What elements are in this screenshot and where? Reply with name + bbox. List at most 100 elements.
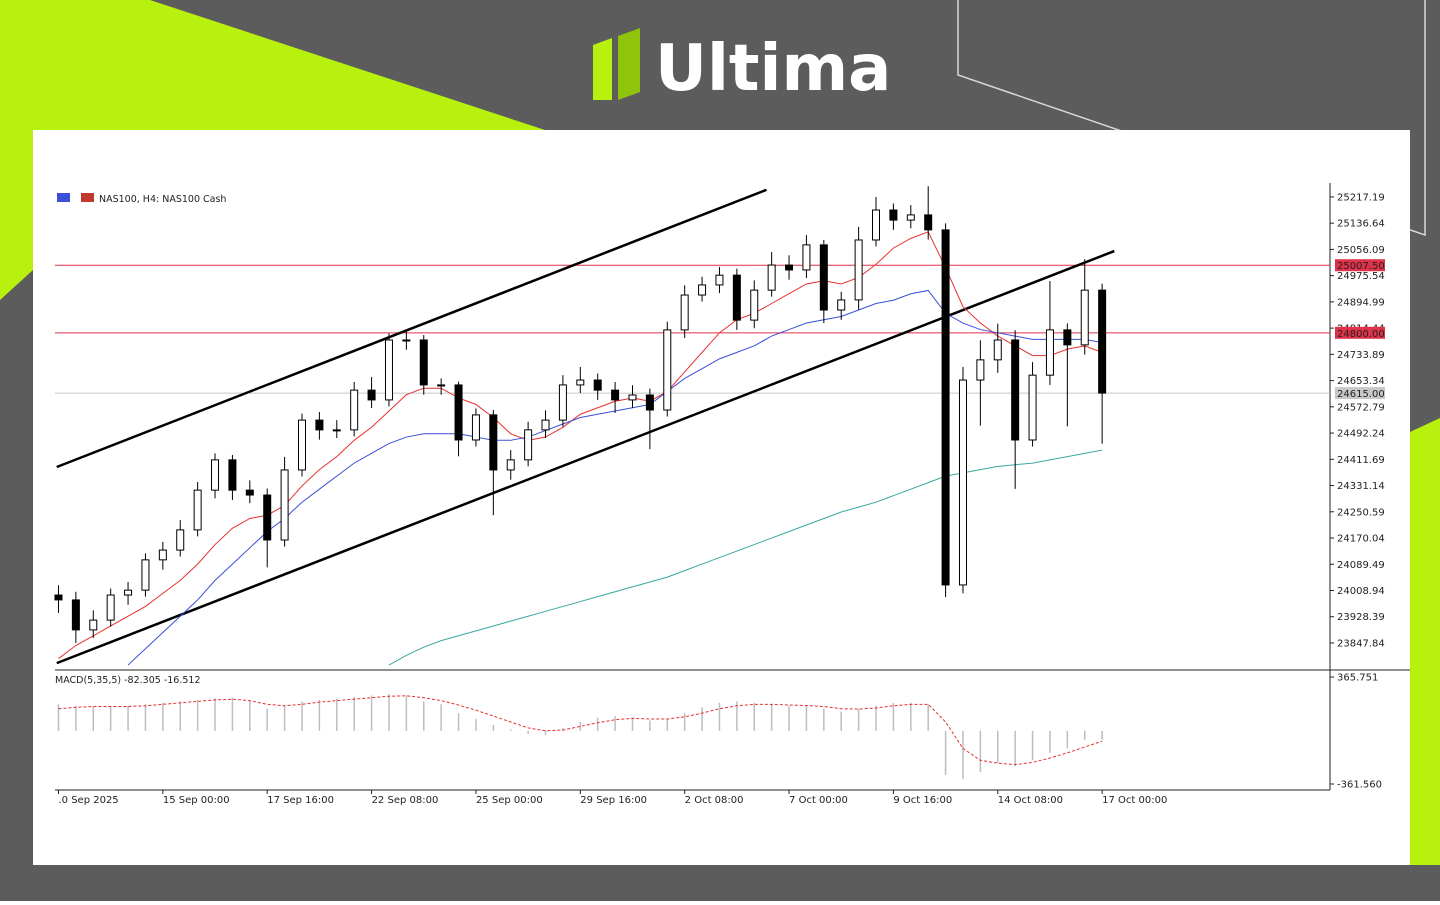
level-tag — [1335, 326, 1385, 339]
accent-right — [1410, 418, 1440, 865]
x-tick-label: 22 Sep 08:00 — [372, 795, 439, 806]
candle-body — [1045, 329, 1054, 376]
candle-body — [54, 594, 63, 601]
brand: Ultima — [655, 32, 891, 106]
y-tick-label: 24170.04 — [1337, 534, 1385, 545]
candle-body — [1063, 329, 1072, 346]
candle-body — [732, 274, 741, 321]
y-tick-label: 24008.94 — [1337, 586, 1385, 597]
candle-body — [906, 214, 915, 221]
candle-body — [958, 379, 967, 586]
candle-body — [211, 459, 220, 491]
x-tick-label: 25 Sep 00:00 — [476, 795, 543, 806]
candle-body — [680, 294, 689, 331]
candle-body — [228, 459, 237, 491]
chart-title: NAS100, H4: NAS100 Cash — [99, 194, 226, 205]
candle-body — [437, 384, 446, 387]
candle-body — [402, 339, 411, 342]
candle-body — [837, 299, 846, 311]
level-tag — [1335, 387, 1385, 400]
candle-body — [367, 389, 376, 401]
candle-body — [715, 274, 724, 286]
candle-body — [350, 389, 359, 431]
candle-body — [593, 379, 602, 391]
candle-body — [89, 619, 98, 631]
candle-body — [645, 394, 654, 411]
macd-tick-label: 365.751 — [1337, 672, 1378, 683]
candle-body — [124, 589, 133, 596]
logo-mark — [618, 28, 640, 100]
symbol-icon — [57, 193, 70, 202]
candle-body — [819, 244, 828, 311]
candle-body — [106, 594, 115, 621]
y-tick-label: 24894.99 — [1337, 297, 1385, 308]
chart-panel — [33, 130, 1410, 865]
symbol-icon — [81, 193, 94, 202]
x-tick-label: 9 Oct 16:00 — [893, 795, 952, 806]
x-tick-label: 14 Oct 08:00 — [998, 795, 1063, 806]
candle-body — [628, 394, 637, 401]
candle-body — [506, 459, 515, 471]
y-tick-label: 23928.39 — [1337, 612, 1385, 623]
y-tick-label: 25136.64 — [1337, 219, 1385, 230]
y-tick-label: 24492.24 — [1337, 429, 1385, 440]
candle-body — [176, 529, 185, 551]
candle-body — [750, 289, 759, 321]
candle-body — [767, 264, 776, 291]
x-tick-label: 17 Sep 16:00 — [267, 795, 334, 806]
x-tick-label: 29 Sep 16:00 — [580, 795, 647, 806]
candle-body — [993, 339, 1002, 361]
y-tick-label: 24411.69 — [1337, 455, 1385, 466]
x-tick-label: 17 Oct 00:00 — [1102, 795, 1167, 806]
candle-body — [663, 329, 672, 411]
logo-mark — [593, 38, 612, 100]
candle-body — [315, 419, 324, 431]
candle-body — [71, 599, 80, 631]
x-tick-label: 2 Oct 08:00 — [685, 795, 744, 806]
candle-body — [924, 214, 933, 231]
candle-body — [1028, 374, 1037, 441]
level-label: 25007.50 — [1337, 261, 1385, 272]
y-tick-label: 24975.54 — [1337, 271, 1385, 282]
y-tick-label: 23847.84 — [1337, 638, 1385, 649]
candle-body — [297, 419, 306, 471]
candle-body — [854, 239, 863, 301]
candle-body — [489, 414, 498, 471]
y-tick-label: 24733.89 — [1337, 350, 1385, 361]
candle-body — [471, 414, 480, 441]
candle-body — [158, 549, 167, 561]
accent-left — [0, 0, 545, 300]
trendline — [56, 249, 1115, 665]
candle-body — [785, 264, 794, 271]
candle-body — [941, 229, 950, 586]
candle-body — [698, 284, 707, 296]
y-tick-label: 24250.59 — [1337, 507, 1385, 518]
candle-body — [872, 209, 881, 241]
candle-body — [976, 359, 985, 381]
level-label: 24615.00 — [1337, 389, 1385, 400]
candle-body — [611, 389, 620, 401]
candle-body — [1080, 289, 1089, 346]
candle-body — [384, 339, 393, 401]
y-tick-label: 25217.19 — [1337, 192, 1385, 203]
candle-body — [889, 209, 898, 221]
macd-label: MACD(5,35,5) -82.305 -16.512 — [55, 675, 200, 686]
candle-body — [245, 489, 254, 496]
y-tick-label: 25056.09 — [1337, 245, 1385, 256]
moving-average — [388, 449, 1103, 666]
candle-body — [1098, 289, 1107, 394]
y-tick-label: 24653.34 — [1337, 376, 1385, 387]
y-tick-label: 24572.79 — [1337, 402, 1385, 413]
candle-body — [454, 384, 463, 441]
macd-tick-label: -361.560 — [1337, 780, 1382, 791]
candle-body — [802, 244, 811, 271]
candle-body — [541, 419, 550, 431]
candle-body — [141, 559, 150, 591]
candle-body — [193, 489, 202, 531]
candle-body — [419, 339, 428, 386]
candle-body — [332, 429, 341, 432]
level-tag — [1335, 259, 1385, 272]
x-tick-label: .0 Sep 2025 — [58, 795, 118, 806]
y-tick-label: 24331.14 — [1337, 481, 1385, 492]
